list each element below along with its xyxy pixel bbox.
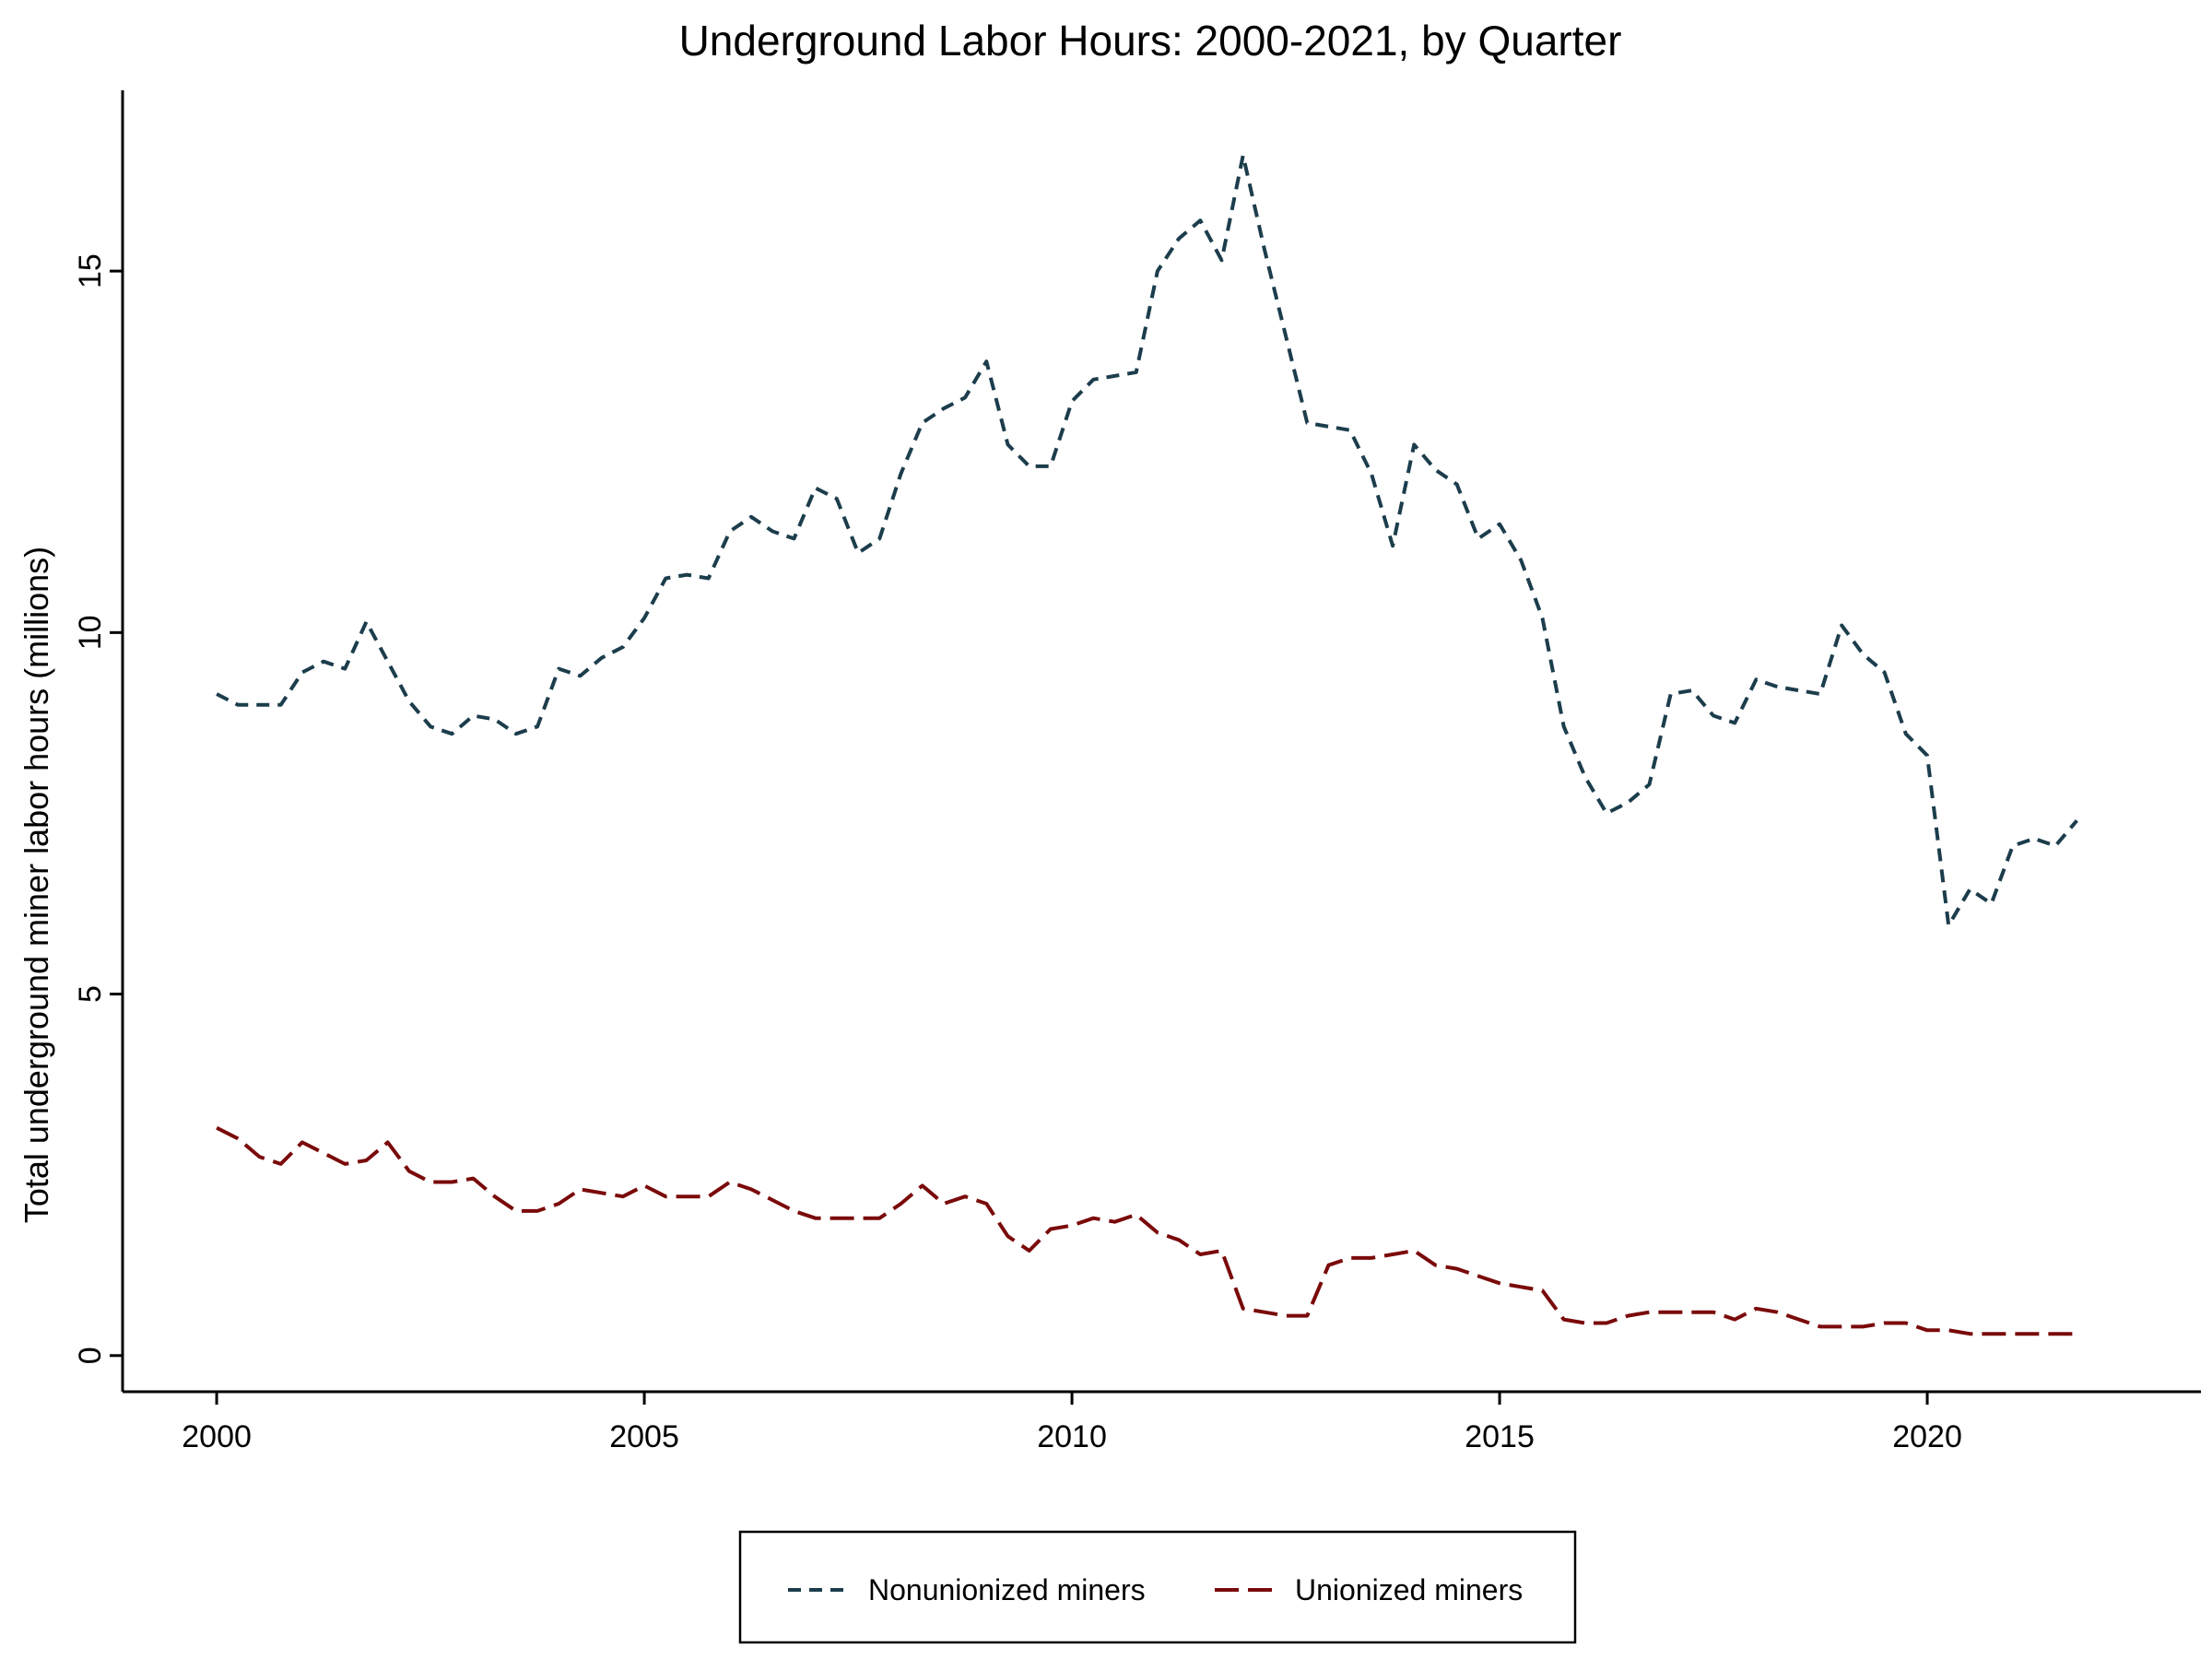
y-tick-label: 0 [73, 1347, 108, 1364]
chart-title: Underground Labor Hours: 2000-2021, by Q… [679, 17, 1622, 65]
x-tick-label: 2005 [609, 1419, 679, 1454]
y-tick-label: 15 [73, 253, 108, 288]
legend-box [738, 1530, 1577, 1644]
x-tick-label: 2020 [1892, 1419, 1962, 1454]
legend: Nonunionized miners Unionized miners [738, 1530, 1577, 1644]
x-tick-label: 2010 [1037, 1419, 1107, 1454]
series-lines [216, 153, 2078, 1336]
plot-area: 0 5 10 15 2000 2005 2010 2015 2020 [73, 90, 2201, 1454]
y-tick-label: 10 [73, 615, 108, 650]
y-ticks: 0 5 10 15 [73, 253, 123, 1364]
x-tick-label: 2000 [182, 1419, 252, 1454]
x-tick-label: 2015 [1465, 1419, 1535, 1454]
series-line-nonunionized-miners [216, 153, 2078, 927]
legend-label-unionized: Unionized miners [1295, 1573, 1523, 1606]
x-ticks: 2000 2005 2010 2015 2020 [182, 1392, 1962, 1454]
y-axis-label: Total underground miner labor hours (mil… [18, 547, 55, 1223]
series-line-unionized-miners [216, 1125, 2077, 1336]
legend-label-nonunionized: Nonunionized miners [868, 1573, 1146, 1606]
y-tick-label: 5 [73, 985, 108, 1003]
